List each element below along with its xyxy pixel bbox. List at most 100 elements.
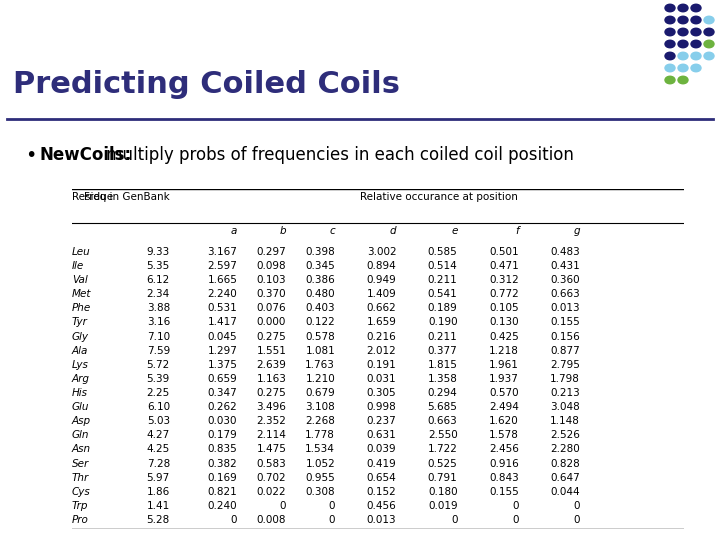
Text: 7.28: 7.28 [147,458,170,469]
Text: 0.531: 0.531 [207,303,238,313]
Text: 0.525: 0.525 [428,458,458,469]
Text: Val: Val [72,275,88,285]
Text: 0: 0 [451,515,458,525]
Text: 0.345: 0.345 [305,261,335,271]
Text: Pro: Pro [72,515,89,525]
Text: 1.534: 1.534 [305,444,335,455]
Text: 0.180: 0.180 [428,487,458,497]
Text: 0.398: 0.398 [305,247,335,257]
Text: 0: 0 [230,515,238,525]
Text: 0.169: 0.169 [207,472,238,483]
Text: 0.501: 0.501 [489,247,518,257]
Text: Arg: Arg [72,374,90,384]
Text: 1.475: 1.475 [256,444,287,455]
Text: 0.949: 0.949 [366,275,396,285]
Text: 1.417: 1.417 [207,318,238,327]
Text: 0.155: 0.155 [550,318,580,327]
Text: 0.647: 0.647 [550,472,580,483]
Text: 0.425: 0.425 [489,332,518,341]
Text: 0.480: 0.480 [305,289,335,299]
Text: 0.821: 0.821 [207,487,238,497]
Text: Phe: Phe [72,303,91,313]
Text: 2.240: 2.240 [207,289,238,299]
Text: 0.294: 0.294 [428,388,458,398]
Text: c: c [330,226,335,237]
Text: 0.305: 0.305 [366,388,396,398]
Text: 1.86: 1.86 [147,487,170,497]
Text: 0.039: 0.039 [366,444,396,455]
Text: 1.778: 1.778 [305,430,335,441]
Text: Asn: Asn [72,444,91,455]
Text: 1.798: 1.798 [550,374,580,384]
Text: 1.620: 1.620 [489,416,518,426]
Text: 0.456: 0.456 [366,501,396,511]
Text: 0.877: 0.877 [550,346,580,356]
Text: 0.843: 0.843 [489,472,518,483]
Text: 0.471: 0.471 [489,261,518,271]
Text: 3.88: 3.88 [147,303,170,313]
Text: 0.419: 0.419 [366,458,396,469]
Text: Freq in GenBank: Freq in GenBank [84,192,170,202]
Text: Gln: Gln [72,430,89,441]
Text: 1.578: 1.578 [489,430,518,441]
Text: 0.008: 0.008 [257,515,287,525]
Text: 5.35: 5.35 [147,261,170,271]
Text: 0.191: 0.191 [366,360,396,370]
Text: g: g [573,226,580,237]
Text: 0.377: 0.377 [428,346,458,356]
Text: 0.122: 0.122 [305,318,335,327]
Text: 1.551: 1.551 [256,346,287,356]
Text: 9.33: 9.33 [147,247,170,257]
Text: 0.654: 0.654 [366,472,396,483]
Text: Ile: Ile [72,261,84,271]
Text: 2.268: 2.268 [305,416,335,426]
Text: Ala: Ala [72,346,89,356]
Text: 0.386: 0.386 [305,275,335,285]
Text: 0.275: 0.275 [256,388,287,398]
Text: b: b [279,226,287,237]
Text: 1.409: 1.409 [366,289,396,299]
Text: Residue: Residue [72,192,113,202]
Text: 6.12: 6.12 [147,275,170,285]
Text: Glu: Glu [72,402,89,412]
Text: 0.240: 0.240 [207,501,238,511]
Text: 0.130: 0.130 [489,318,518,327]
Text: 0.382: 0.382 [207,458,238,469]
Text: 0.030: 0.030 [208,416,238,426]
Text: Leu: Leu [72,247,91,257]
Text: a: a [231,226,238,237]
Text: 3.167: 3.167 [207,247,238,257]
Text: 0.211: 0.211 [428,332,458,341]
Text: 0.190: 0.190 [428,318,458,327]
Text: 0.179: 0.179 [207,430,238,441]
Text: 0.578: 0.578 [305,332,335,341]
Text: 1.815: 1.815 [428,360,458,370]
Text: 0.022: 0.022 [256,487,287,497]
Text: 1.375: 1.375 [207,360,238,370]
Text: Met: Met [72,289,91,299]
Text: 7.59: 7.59 [147,346,170,356]
Text: 0: 0 [328,501,335,511]
Text: 3.496: 3.496 [256,402,287,412]
Text: 0.835: 0.835 [207,444,238,455]
Text: 0.156: 0.156 [550,332,580,341]
Text: 0.152: 0.152 [366,487,396,497]
Text: 0.483: 0.483 [550,247,580,257]
Text: 0.998: 0.998 [366,402,396,412]
Text: 0.098: 0.098 [256,261,287,271]
Text: 0.702: 0.702 [256,472,287,483]
Text: 4.27: 4.27 [147,430,170,441]
Text: 1.210: 1.210 [305,374,335,384]
Text: 5.97: 5.97 [147,472,170,483]
Text: 0.031: 0.031 [366,374,396,384]
Text: 6.10: 6.10 [147,402,170,412]
Text: 0.662: 0.662 [366,303,396,313]
Text: 2.34: 2.34 [147,289,170,299]
Text: 0.275: 0.275 [256,332,287,341]
Text: His: His [72,388,88,398]
Text: 5.28: 5.28 [147,515,170,525]
Text: multiply probs of frequencies in each coiled coil position: multiply probs of frequencies in each co… [101,146,574,164]
Text: Predicting Coiled Coils: Predicting Coiled Coils [13,70,400,99]
Text: 0.791: 0.791 [428,472,458,483]
Text: NewCoils:: NewCoils: [40,146,132,164]
